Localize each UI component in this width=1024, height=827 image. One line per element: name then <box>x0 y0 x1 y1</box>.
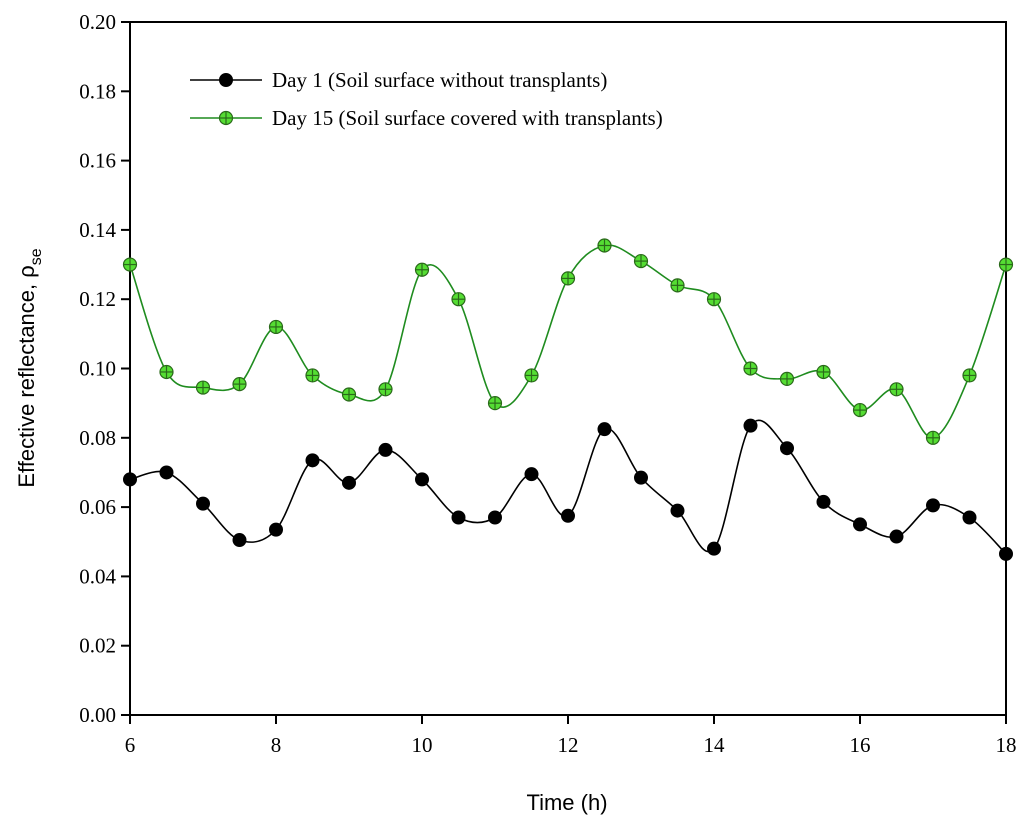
x-tick-label: 8 <box>271 733 282 757</box>
x-tick-label: 6 <box>125 733 136 757</box>
data-point <box>305 368 320 383</box>
data-point <box>816 494 831 509</box>
y-axis-title-subscript: se <box>28 248 45 265</box>
y-tick-label: 0.00 <box>79 703 116 727</box>
data-point <box>232 376 247 392</box>
data-point <box>560 271 576 286</box>
data-point <box>451 510 466 525</box>
data-point <box>853 517 867 532</box>
data-point <box>159 364 174 380</box>
data-point <box>414 262 430 277</box>
y-tick-label: 0.16 <box>79 149 116 173</box>
data-point <box>268 319 284 335</box>
data-point <box>962 510 977 525</box>
legend-item: Day 1 (Soil surface without transplants) <box>190 68 607 92</box>
x-tick-label: 16 <box>850 733 871 757</box>
data-point <box>889 529 904 544</box>
data-point <box>998 257 1014 272</box>
svg-text:Effective reflectance, ρse: Effective reflectance, ρse <box>14 248 45 487</box>
data-point <box>122 257 138 272</box>
data-point <box>780 441 794 456</box>
legend-label: Day 1 (Soil surface without transplants) <box>272 68 607 92</box>
data-point <box>706 292 722 307</box>
x-tick-label: 18 <box>996 733 1017 757</box>
data-point <box>597 422 612 437</box>
y-tick-label: 0.02 <box>79 634 116 658</box>
data-point <box>633 253 649 269</box>
legend-marker <box>218 110 234 126</box>
y-tick-label: 0.18 <box>79 79 116 103</box>
data-point <box>195 380 211 395</box>
y-tick-label: 0.12 <box>79 287 116 311</box>
legend-item: Day 15 (Soil surface covered with transp… <box>190 106 663 130</box>
data-point <box>415 472 429 487</box>
y-tick-label: 0.06 <box>79 495 116 519</box>
x-axis: 6 8 10 12 14 16 18 <box>125 715 1017 757</box>
data-point <box>524 368 539 383</box>
data-point <box>597 238 612 253</box>
y-axis-title-main: Effective reflectance, ρ <box>14 265 39 487</box>
data-point <box>524 467 539 482</box>
data-point <box>159 465 174 480</box>
y-axis-title: Effective reflectance, ρse <box>14 248 45 487</box>
x-axis-title: Time (h) <box>526 790 607 815</box>
x-tick-label: 14 <box>704 733 726 757</box>
data-point <box>889 382 904 397</box>
y-tick-label: 0.20 <box>79 10 116 34</box>
series-1 <box>123 418 1013 561</box>
data-point <box>634 470 648 485</box>
series-2 <box>122 238 1014 445</box>
data-point <box>488 510 502 525</box>
data-point <box>342 475 356 490</box>
series-layer <box>122 238 1014 561</box>
data-point <box>743 361 758 376</box>
y-tick-label: 0.10 <box>79 357 116 381</box>
data-point <box>269 522 283 537</box>
legend-marker <box>219 73 233 87</box>
data-point <box>487 396 503 411</box>
data-point <box>670 503 685 518</box>
legend: Day 1 (Soil surface without transplants)… <box>190 68 663 130</box>
data-point <box>999 546 1013 561</box>
y-tick-label: 0.08 <box>79 426 116 450</box>
data-point <box>852 402 868 418</box>
data-point <box>670 278 685 293</box>
data-point <box>305 453 320 468</box>
y-tick-label: 0.04 <box>79 564 116 588</box>
data-point <box>816 364 831 380</box>
y-tick-label: 0.14 <box>79 218 116 242</box>
series-line <box>129 419 1007 555</box>
data-point <box>962 368 977 383</box>
data-point <box>561 508 575 523</box>
data-point <box>926 498 940 513</box>
y-axis: 0.00 0.02 0.04 0.06 0.08 0.10 0.12 0.14 0.16 0.18… <box>79 10 130 727</box>
x-tick-label: 12 <box>558 733 579 757</box>
data-point <box>341 387 357 402</box>
data-point <box>707 541 721 556</box>
x-tick-label: 10 <box>412 733 433 757</box>
data-point <box>378 382 393 397</box>
data-point <box>779 371 795 386</box>
data-point <box>378 442 393 457</box>
data-point <box>451 292 466 307</box>
data-point <box>232 533 247 548</box>
legend-label: Day 15 (Soil surface covered with transp… <box>272 106 663 130</box>
data-point <box>123 472 137 487</box>
data-point <box>743 418 758 433</box>
data-point <box>196 496 210 511</box>
data-point <box>925 430 941 445</box>
